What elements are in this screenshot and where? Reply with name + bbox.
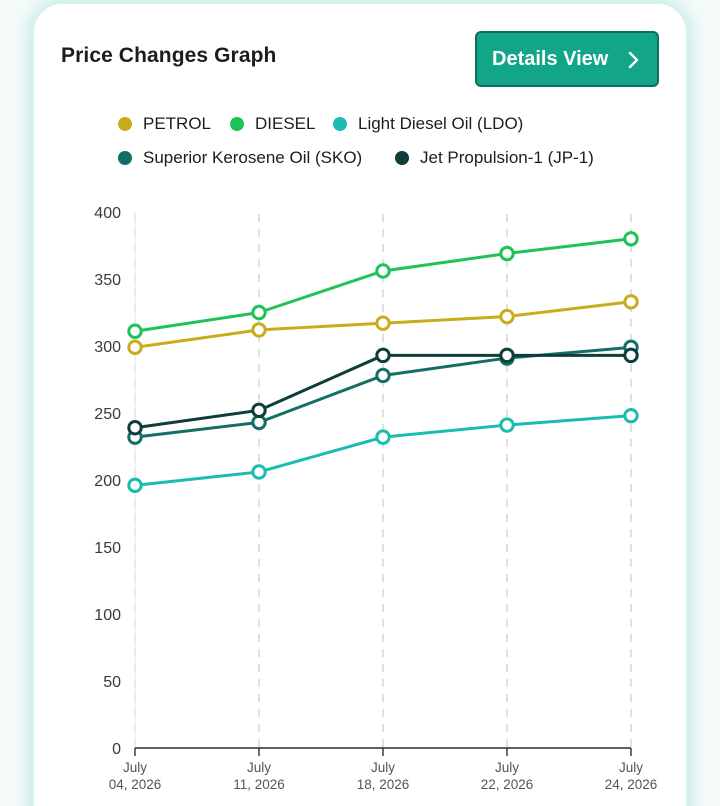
- legend-item-sko[interactable]: Superior Kerosene Oil (SKO): [118, 148, 362, 168]
- series-2-point-0: [127, 477, 143, 494]
- series-3-point-2: [375, 367, 391, 384]
- x-tick-label-line1-4: July: [619, 760, 643, 775]
- series-0-point-1: [251, 322, 267, 338]
- y-tick-label-7: 350: [94, 272, 121, 289]
- series-4-point-4: [623, 347, 639, 364]
- x-tick-label-line2-4: 24, 2026: [605, 777, 658, 792]
- price-changes-card: [34, 4, 686, 806]
- legend-label-petrol: PETROL: [143, 114, 212, 133]
- legend-dot-sko: [118, 151, 132, 165]
- chart-legend: PETROL DIESEL Light Diesel Oil (LDO) Sup…: [0, 0, 720, 200]
- details-view-button-label: Details View: [492, 47, 609, 70]
- x-tick-label-line2-1: 11, 2026: [233, 777, 285, 792]
- series-0-point-4: [623, 294, 639, 310]
- y-tick-label-5: 250: [94, 406, 121, 423]
- series-0-point-0: [127, 339, 143, 356]
- chevron-right-icon: [628, 51, 639, 69]
- x-tick-label-line2-0: 04, 2026: [109, 777, 162, 792]
- legend-item-petrol[interactable]: PETROL: [118, 114, 211, 134]
- legend-item-diesel[interactable]: DIESEL: [230, 114, 315, 134]
- series-1-point-1: [251, 304, 267, 321]
- x-tick-label-line2-2: 18, 2026: [357, 777, 410, 792]
- series-4-point-3: [499, 347, 515, 364]
- y-tick-label-3: 150: [94, 540, 121, 557]
- legend-item-ldo[interactable]: Light Diesel Oil (LDO): [333, 114, 523, 134]
- legend-dot-diesel: [230, 117, 244, 131]
- y-tick-label-2: 100: [94, 607, 121, 624]
- y-tick-label-6: 300: [94, 339, 121, 356]
- legend-item-jp1[interactable]: Jet Propulsion-1 (JP-1): [395, 148, 594, 168]
- y-tick-label-8: 400: [94, 205, 121, 222]
- y-tick-label-4: 200: [94, 473, 121, 490]
- legend-label-diesel: DIESEL: [255, 114, 316, 133]
- series-0-point-3: [499, 308, 515, 325]
- series-3-point-1: [251, 414, 267, 431]
- series-4-point-0: [127, 420, 143, 436]
- legend-dot-petrol: [118, 117, 132, 131]
- series-0-point-2: [375, 315, 391, 331]
- details-view-button[interactable]: Details View: [475, 31, 659, 87]
- y-tick-label-1: 50: [103, 674, 121, 691]
- legend-label-sko: Superior Kerosene Oil (SKO): [143, 148, 363, 167]
- y-tick-label-0: 0: [112, 741, 121, 758]
- series-2-point-1: [251, 464, 267, 480]
- series-1-point-3: [499, 245, 515, 262]
- x-tick-label-line1-0: July: [123, 760, 147, 775]
- series-1-point-4: [623, 231, 639, 247]
- legend-dot-ldo: [333, 117, 347, 131]
- series-2-point-4: [623, 407, 639, 424]
- series-4-point-1: [251, 402, 267, 419]
- legend-dot-jp1: [395, 151, 409, 165]
- card-title: Price Changes Graph: [61, 44, 277, 67]
- series-2-point-3: [499, 417, 515, 433]
- x-tick-label-line1-1: July: [247, 760, 271, 775]
- series-4-point-2: [375, 347, 391, 364]
- x-tick-label-line2-3: 22, 2026: [481, 777, 534, 792]
- series-1-point-2: [375, 263, 391, 279]
- x-tick-label-line1-3: July: [495, 760, 519, 775]
- x-tick-label-line1-2: July: [371, 760, 395, 775]
- legend-label-ldo: Light Diesel Oil (LDO): [358, 114, 524, 133]
- series-1-point-0: [127, 323, 143, 339]
- series-2-point-2: [375, 429, 391, 445]
- legend-label-jp1: Jet Propulsion-1 (JP-1): [420, 148, 594, 167]
